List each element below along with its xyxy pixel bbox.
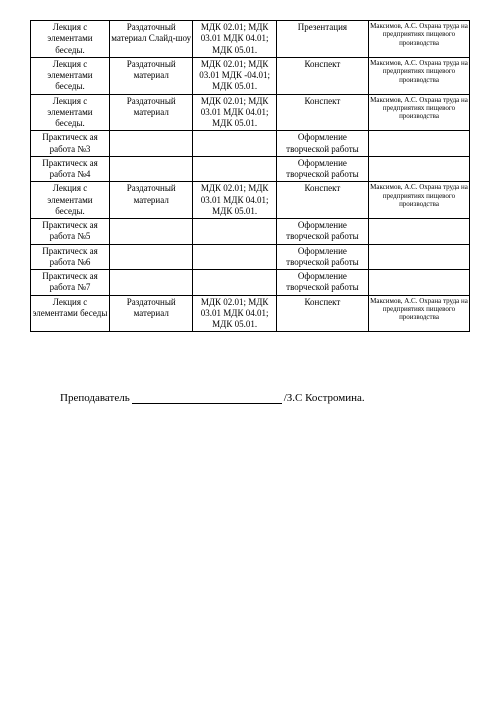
table-cell: Конспект [276,295,368,332]
table-cell: Раздаточный материал [110,57,193,94]
table-row: Лекция с элементами беседы.Раздаточный м… [31,182,470,219]
table-cell: Раздаточный материал [110,295,193,332]
table-row: Лекция с элементами беседы.Раздаточный м… [31,94,470,131]
table-cell [110,156,193,182]
table-cell: Конспект [276,94,368,131]
table-cell: Максимов, А.С. Охрана труда на предприят… [369,94,470,131]
table-cell [193,270,276,296]
table-cell: Лекция с элементами беседы. [31,57,110,94]
table-cell: Практическ ая работа №7 [31,270,110,296]
table-cell: Лекция с элементами беседы. [31,94,110,131]
page: Лекция с элементами беседы.Раздаточный м… [0,0,500,708]
signature-line: Преподаватель/З.С Костромина. [30,392,470,404]
table-row: Практическ ая работа №7 Оформление творче… [31,270,470,296]
table-cell: Раздаточный материал Слайд-шоу [110,21,193,58]
table-cell: Максимов, А.С. Охрана труда на предприят… [369,57,470,94]
table-cell [110,131,193,157]
table-cell: Раздаточный материал [110,182,193,219]
table-cell: Максимов, А.С. Охрана труда на предприят… [369,295,470,332]
table-cell: Лекция с элементами беседы. [31,21,110,58]
table-cell: МДК 02.01; МДК 03.01 МДК 04.01; МДК 05.0… [193,182,276,219]
signature-underline [132,403,282,404]
table-row: Практическ ая работа №6 Оформление творче… [31,244,470,270]
table-cell: Презентация [276,21,368,58]
table-cell: МДК 02.01; МДК 03.01 МДК 04.01; МДК 05.0… [193,295,276,332]
table-cell [110,270,193,296]
table-cell: Конспект [276,57,368,94]
table-cell: Максимов, А.С. Охрана труда на предприят… [369,182,470,219]
teacher-name: /З.С Костромина. [284,392,365,404]
table-cell [193,219,276,245]
table-cell: Практическ ая работа №4 [31,156,110,182]
table-cell [369,156,470,182]
table-cell: Оформление творческой работы [276,219,368,245]
table-cell [369,270,470,296]
table-cell [369,131,470,157]
table-cell [369,244,470,270]
table-cell [193,244,276,270]
table-cell: Конспект [276,182,368,219]
table-cell: Практическ ая работа №6 [31,244,110,270]
table-cell: Лекция с элементами беседы [31,295,110,332]
table-row: Практическ ая работа №5 Оформление творче… [31,219,470,245]
table-cell: Оформление творческой работы [276,156,368,182]
table-cell: Практическ ая работа №5 [31,219,110,245]
table-cell: Оформление творческой работы [276,244,368,270]
table-cell [110,219,193,245]
teacher-label: Преподаватель [60,392,130,404]
table-row: Лекция с элементами беседыРаздаточный ма… [31,295,470,332]
table-cell: Оформление творческой работы [276,270,368,296]
table-cell: МДК 02.01; МДК 03.01 МДК -04.01; МДК 05.… [193,57,276,94]
table-cell: Лекция с элементами беседы. [31,182,110,219]
table-cell [369,219,470,245]
table-cell: Раздаточный материал [110,94,193,131]
table-cell: МДК 02.01; МДК 03.01 МДК 04.01; МДК 05.0… [193,21,276,58]
table-cell: МДК 02.01; МДК 03.01 МДК 04.01; МДК 05.0… [193,94,276,131]
table-row: Практическ ая работа №3 Оформление творче… [31,131,470,157]
curriculum-table: Лекция с элементами беседы.Раздаточный м… [30,20,470,332]
table-cell [193,131,276,157]
table-row: Лекция с элементами беседы.Раздаточный м… [31,57,470,94]
table-cell: Максимов, А.С. Охрана труда на предприят… [369,21,470,58]
table-cell [193,156,276,182]
table-cell: Оформление творческой работы [276,131,368,157]
table-row: Лекция с элементами беседы.Раздаточный м… [31,21,470,58]
table-row: Практическ ая работа №4 Оформление творче… [31,156,470,182]
table-cell: Практическ ая работа №3 [31,131,110,157]
table-cell [110,244,193,270]
